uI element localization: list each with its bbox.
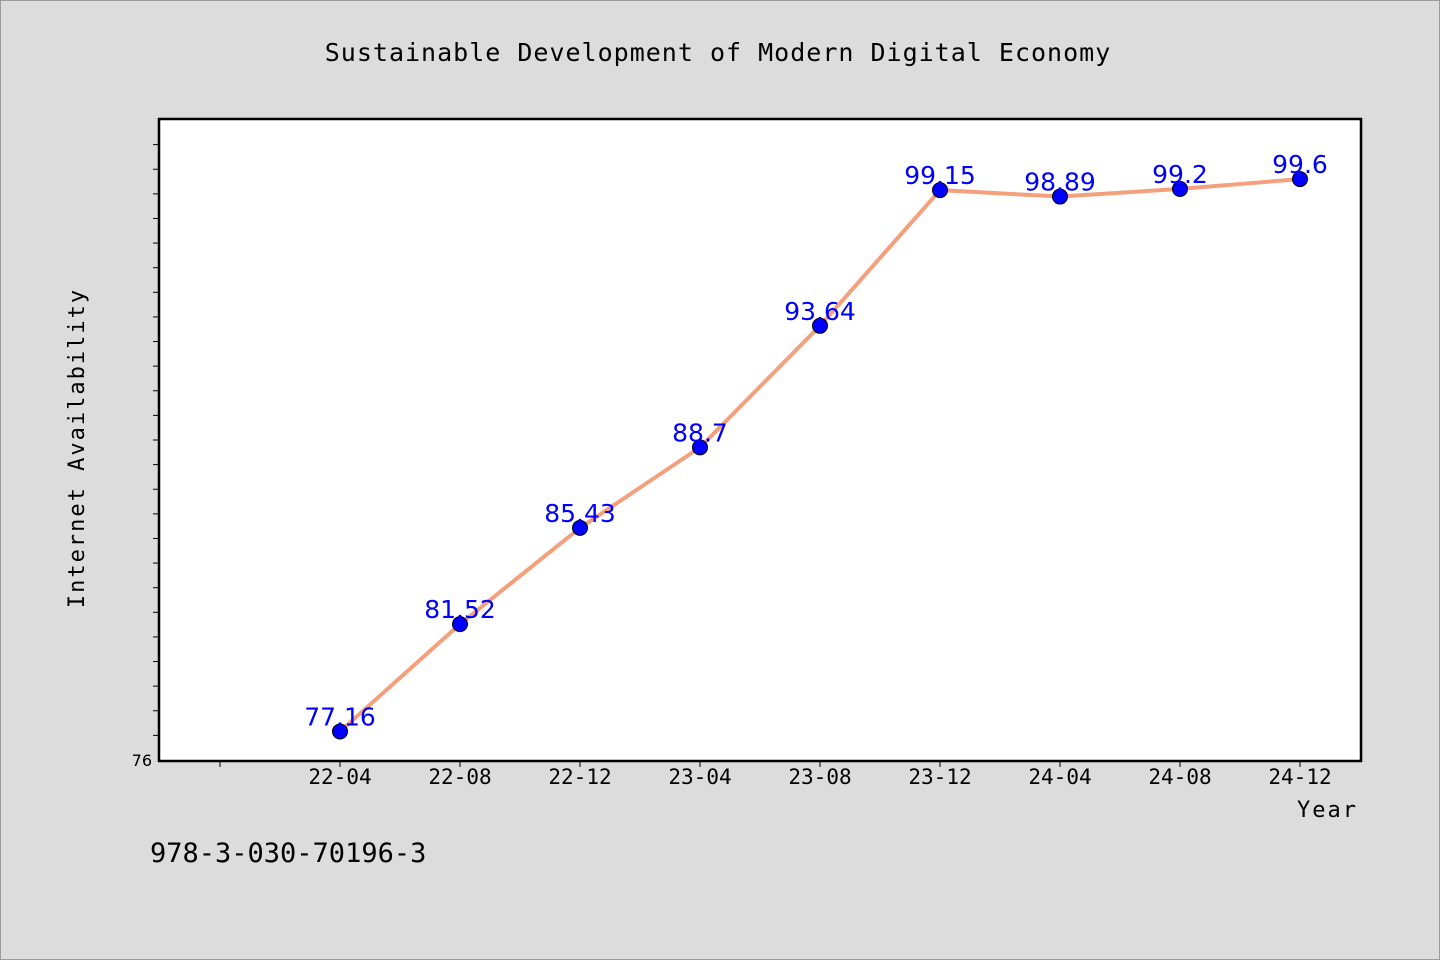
data-point — [1172, 180, 1188, 197]
data-point — [572, 519, 588, 536]
data-label: 93.64 — [784, 297, 856, 326]
x-tick-label: 24-04 — [1028, 765, 1091, 789]
data-point — [452, 616, 468, 633]
x-tick-label: 23-08 — [788, 765, 851, 789]
data-label: 98.89 — [1024, 168, 1096, 197]
x-tick-label: 22-08 — [428, 765, 491, 789]
y-axis-ticks — [153, 144, 160, 736]
data-point — [812, 317, 828, 334]
data-point — [332, 723, 348, 740]
x-tick-label: 24-08 — [1148, 765, 1211, 789]
data-label: 88.7 — [672, 418, 728, 447]
x-tick-label: 24-12 — [1268, 765, 1331, 789]
x-axis-ticks: 22-04 22-08 22-12 23-04 23-08 23-12 24-04 24-08… — [219, 760, 1332, 789]
y-tick-label: 76 — [132, 751, 152, 770]
x-axis-label: Year — [1297, 798, 1358, 823]
x-tick-label: 23-12 — [908, 765, 971, 789]
data-label: 81.52 — [424, 595, 496, 624]
series-layer: 77.16 81.52 85.43 88.7 93.64 99.15 98.89 99.2 99… — [304, 150, 1328, 740]
data-point — [1292, 171, 1308, 188]
data-label: 99.2 — [1152, 160, 1208, 189]
data-point — [932, 182, 948, 199]
data-point — [1052, 188, 1068, 205]
y-axis-label: Internet Availability — [65, 288, 90, 608]
data-label: 99.15 — [904, 161, 976, 190]
data-label: 85.43 — [544, 499, 616, 528]
plot-area — [157, 117, 1363, 763]
x-tick-label: 22-12 — [548, 765, 611, 789]
data-label: 99.6 — [1272, 150, 1328, 179]
x-tick-label: 22-04 — [308, 765, 371, 789]
x-tick-label: 23-04 — [668, 765, 731, 789]
data-point — [692, 439, 708, 456]
chart-title: Sustainable Development of Modern Digita… — [325, 38, 1112, 67]
data-label: 77.16 — [304, 702, 376, 731]
isbn-text: 978-3-030-70196-3 — [150, 838, 426, 869]
